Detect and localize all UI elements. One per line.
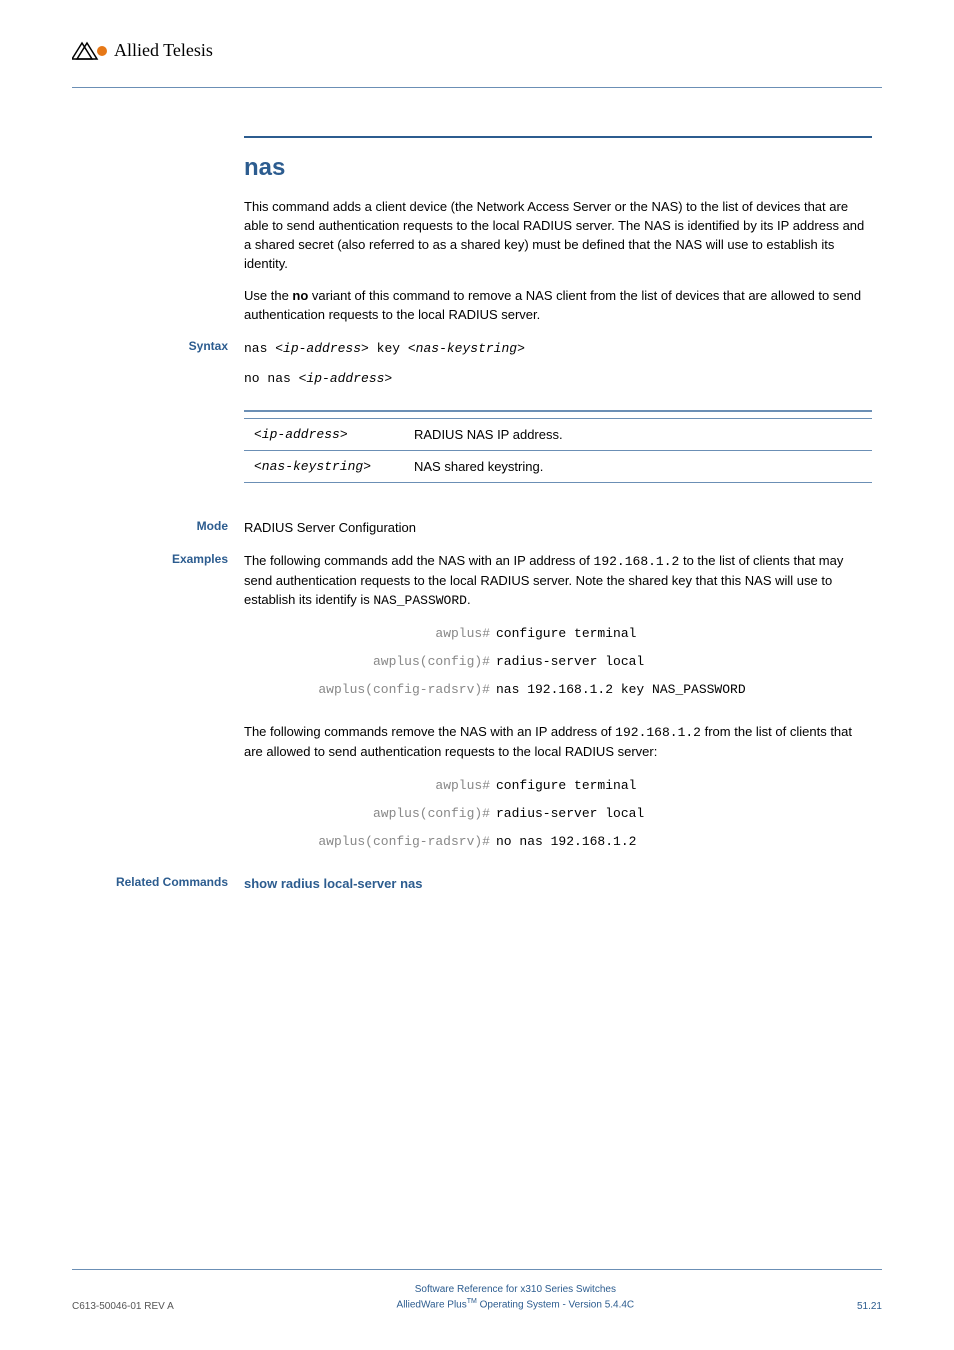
footer-rev: C613-50046-01 REV A [72,1301,174,1312]
cmd-prompt: awplus(config-radsrv)# [294,834,496,849]
syntax-line-1: nas <ip-address> key <nas-keystring> [244,339,872,359]
mode-value: RADIUS Server Configuration [244,519,872,538]
cmd-row: awplus(config-radsrv)# no nas 192.168.1.… [294,834,872,849]
syntax-line-2: no nas <ip-address> [244,369,872,389]
related-command-link[interactable]: show radius local-server nas [244,876,422,891]
footer-content: C613-50046-01 REV A Software Reference f… [72,1282,882,1312]
header-divider [72,87,882,88]
syntax-label: Syntax [94,339,244,353]
cmd-row: awplus(config-radsrv)# nas 192.168.1.2 k… [294,682,872,697]
description-paragraph-2: Use the no variant of this command to re… [244,287,872,325]
logo: Allied Telesis [72,40,213,61]
cmd-value: configure terminal [496,778,636,793]
table-row: <nas-keystring> NAS shared keystring. [244,451,872,482]
description-paragraph-1: This command adds a client device (the N… [244,198,872,273]
param-description: RADIUS NAS IP address. [414,427,862,442]
footer-subtitle: AlliedWare PlusTM Operating System - Ver… [397,1297,635,1312]
related-commands-section: Related Commands show radius local-serve… [244,875,872,893]
footer-divider [72,1269,882,1270]
section-divider [244,136,872,138]
example-paragraph-1: The following commands add the NAS with … [244,552,872,611]
page-number: 51.21 [857,1301,882,1312]
cmd-value: no nas 192.168.1.2 [496,834,636,849]
cmd-prompt: awplus# [294,626,496,641]
example-paragraph-2: The following commands remove the NAS wi… [244,723,872,762]
param-name: <ip-address> [254,427,414,442]
examples-section: Examples The following commands add the … [244,552,872,849]
cmd-value: radius-server local [496,806,644,821]
examples-label: Examples [94,552,244,566]
main-content: nas This command adds a client device (t… [244,136,872,893]
param-description: NAS shared keystring. [414,459,862,474]
cmd-prompt: awplus# [294,778,496,793]
parameter-table: <ip-address> RADIUS NAS IP address. <nas… [244,410,872,483]
cmd-value: configure terminal [496,626,636,641]
mode-label: Mode [94,519,244,533]
table-rule [244,482,872,483]
cmd-row: awplus(config)# radius-server local [294,654,872,669]
page-header: Allied Telesis [72,40,882,79]
syntax-section: Syntax nas <ip-address> key <nas-keystri… [244,339,872,388]
page-footer: C613-50046-01 REV A Software Reference f… [72,1269,882,1312]
mode-section: Mode RADIUS Server Configuration [244,519,872,538]
allied-telesis-icon [72,41,110,61]
cmd-value: nas 192.168.1.2 key NAS_PASSWORD [496,682,746,697]
param-name: <nas-keystring> [254,459,414,474]
table-row: <ip-address> RADIUS NAS IP address. [244,419,872,450]
cmd-value: radius-server local [496,654,644,669]
command-example-1: awplus# configure terminal awplus(config… [294,626,872,697]
footer-center: Software Reference for x310 Series Switc… [397,1282,635,1312]
cmd-prompt: awplus(config)# [294,806,496,821]
related-commands-label: Related Commands [94,875,244,889]
cmd-row: awplus# configure terminal [294,626,872,641]
command-example-2: awplus# configure terminal awplus(config… [294,778,872,849]
footer-title: Software Reference for x310 Series Switc… [397,1282,635,1297]
logo-text: Allied Telesis [114,40,213,61]
cmd-row: awplus(config)# radius-server local [294,806,872,821]
command-title: nas [244,154,872,182]
cmd-prompt: awplus(config-radsrv)# [294,682,496,697]
cmd-prompt: awplus(config)# [294,654,496,669]
cmd-row: awplus# configure terminal [294,778,872,793]
